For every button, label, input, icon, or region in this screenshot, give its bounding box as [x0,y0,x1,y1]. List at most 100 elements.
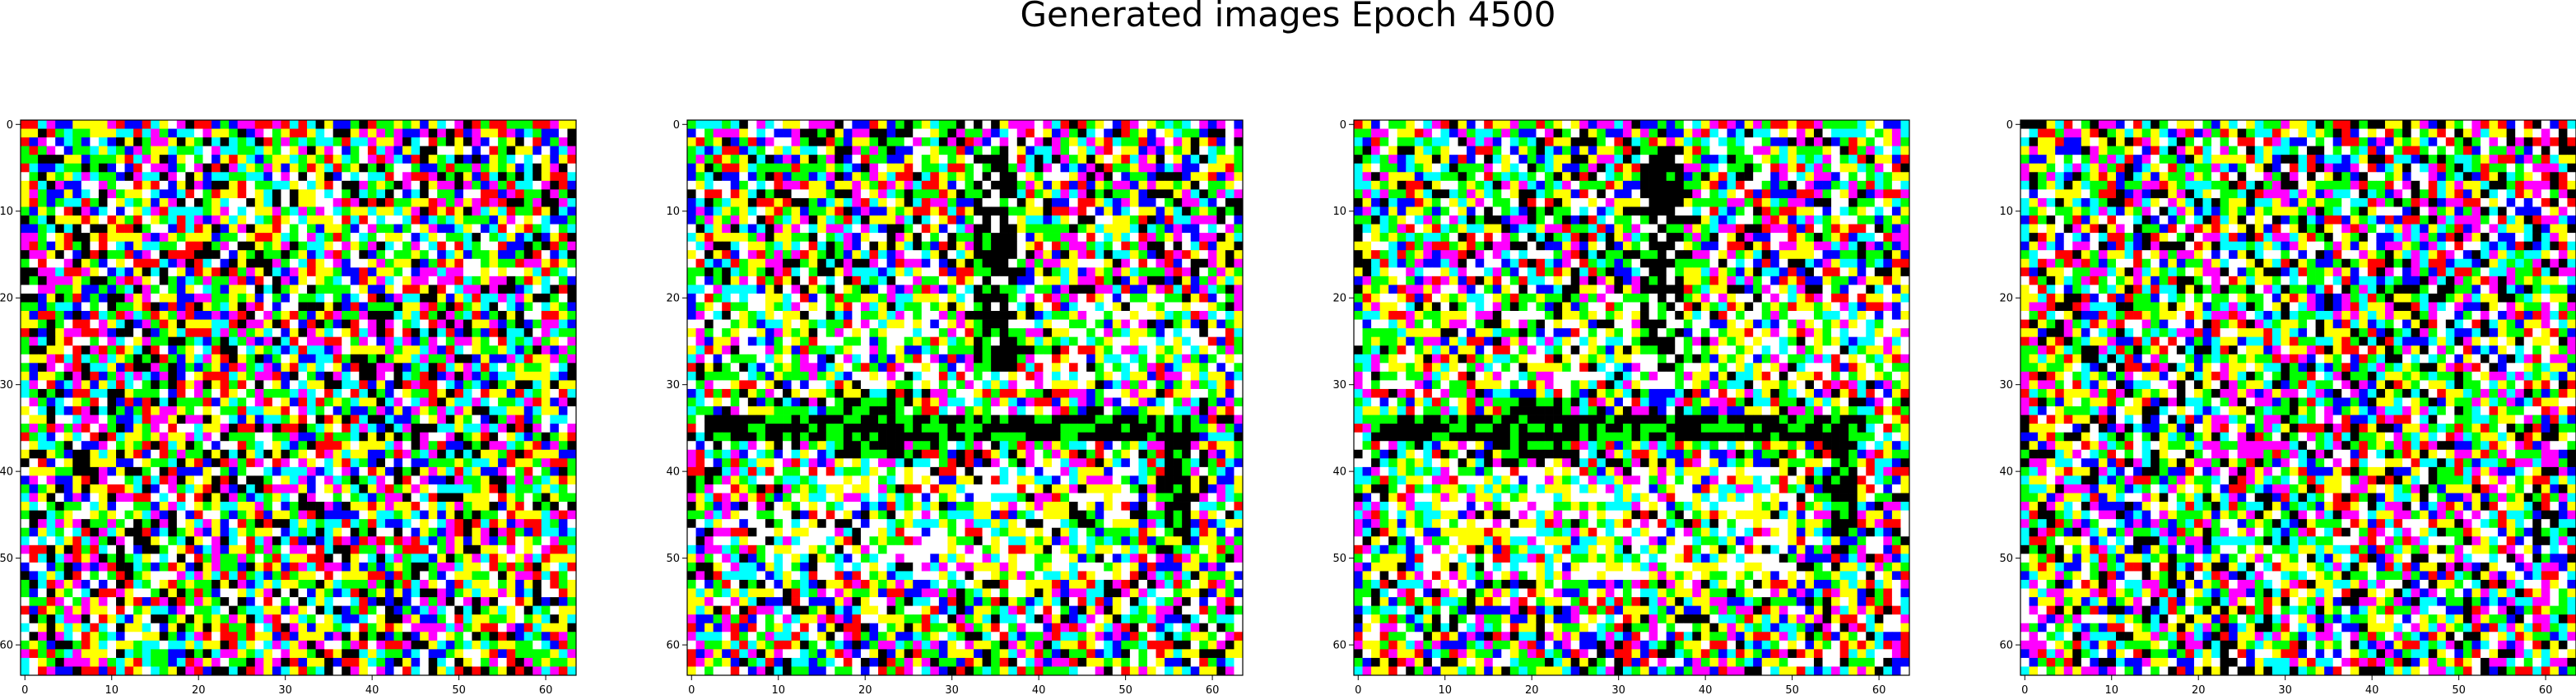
pixel-cell [246,311,256,320]
pixel-cell [376,146,386,155]
pixel-cell [359,302,369,312]
pixel-cell [237,397,247,407]
pixel-cell [185,466,195,476]
pixel-cell [63,493,73,503]
pixel-cell [523,380,533,390]
pixel-cell [263,345,273,355]
pixel-cell [722,224,732,234]
pixel-cell [324,336,334,346]
pixel-cell [72,380,82,390]
pixel-cell [437,519,447,529]
pixel-cell [332,363,342,373]
pixel-cell [747,206,757,216]
pixel-cell [1173,197,1183,207]
pixel-cell [1112,197,1122,207]
pixel-cell [817,206,827,216]
pixel-cell [90,519,100,529]
pixel-cell [185,510,195,520]
pixel-cell [550,128,560,138]
x-tick-label: 60 [539,684,553,695]
pixel-cell [324,666,334,676]
pixel-cell [193,614,203,624]
pixel-cell [817,120,827,129]
pixel-cell [1146,197,1156,207]
pixel-cell [567,649,577,659]
pixel-cell [220,328,230,338]
pixel-cell [454,163,464,173]
pixel-cell [835,128,844,138]
pixel-cell [480,632,490,642]
pixel-cell [307,614,316,624]
pixel-cell [342,510,351,520]
pixel-cell [428,397,438,407]
pixel-cell [367,250,377,260]
pixel-cell [315,345,325,355]
pixel-cell [376,640,386,650]
pixel-cell [254,120,264,129]
pixel-cell [185,371,195,381]
pixel-cell [289,172,299,182]
pixel-cell [90,319,100,329]
pixel-cell [480,155,490,164]
pixel-cell [523,163,533,173]
pixel-cell [350,354,360,364]
pixel-cell [437,579,447,589]
pixel-cell [817,215,827,225]
pixel-cell [437,180,447,190]
pixel-cell [567,597,577,606]
pixel-cell [376,354,386,364]
pixel-cell [98,354,108,364]
pixel-cell [445,267,455,277]
pixel-cell [567,380,577,390]
pixel-cell [1121,215,1131,225]
pixel-cell [1216,206,1226,216]
pixel-cell [567,224,577,234]
pixel-cell [315,120,325,129]
pixel-cell [212,215,221,225]
pixel-cell [124,449,134,459]
pixel-cell [480,328,490,338]
pixel-cell [704,197,714,207]
pixel-cell [324,345,334,355]
pixel-cell [454,519,464,529]
pixel-cell [541,484,551,493]
pixel-cell [420,502,430,511]
pixel-cell [420,649,430,659]
pixel-cell [46,215,56,225]
pixel-cell [176,293,186,303]
pixel-cell [472,484,481,493]
pixel-cell [81,544,91,554]
pixel-cell [376,128,386,138]
pixel-cell [133,302,143,312]
pixel-cell [747,172,757,182]
pixel-cell [550,163,560,173]
pixel-cell [55,605,65,615]
pixel-cell [463,519,472,529]
pixel-cell [515,588,525,598]
pixel-cell [324,267,334,277]
pixel-cell [151,319,160,329]
pixel-cell [176,527,186,537]
pixel-cell [1060,180,1070,190]
pixel-cell [254,215,264,225]
pixel-cell [193,571,203,581]
pixel-cell [116,380,125,390]
pixel-cell [212,441,221,451]
pixel-cell [98,441,108,451]
pixel-cell [1216,137,1226,146]
pixel-cell [454,197,464,207]
pixel-cell [411,397,421,407]
pixel-cell [281,285,291,294]
pixel-cell [1008,172,1018,182]
pixel-cell [315,371,325,381]
pixel-cell [367,466,377,476]
pixel-cell [498,215,507,225]
pixel-cell [55,458,65,468]
pixel-cell [46,128,56,138]
pixel-cell [756,128,766,138]
pixel-cell [541,458,551,468]
pixel-cell [402,536,412,546]
pixel-cell [229,657,239,667]
pixel-cell [246,588,256,598]
pixel-cell [350,180,360,190]
